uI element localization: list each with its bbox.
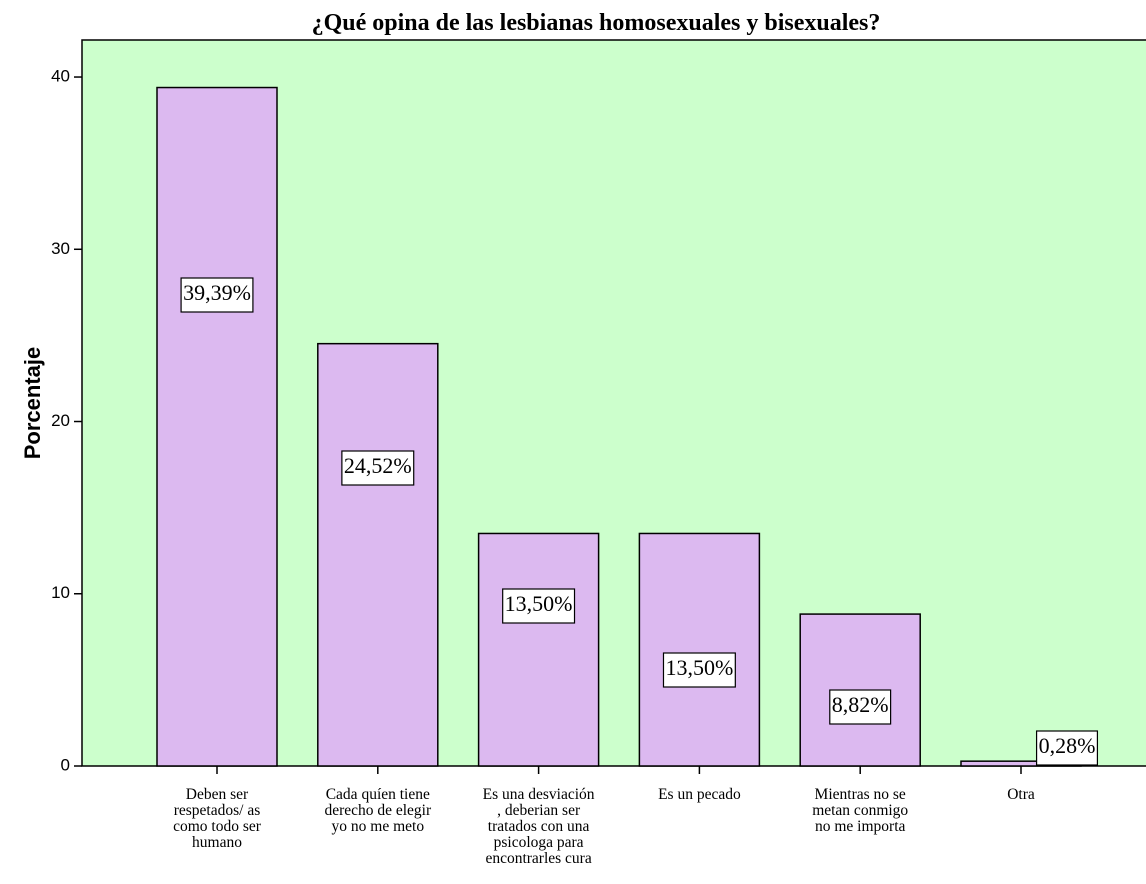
- bar: [799, 613, 921, 767]
- value-label: 13,50%: [502, 588, 576, 624]
- x-tick-label: Deben ser respetados/ as como todo ser h…: [173, 786, 261, 851]
- bar: [638, 532, 761, 767]
- value-label-text: 24,52%: [344, 453, 412, 478]
- value-label-text: 0,28%: [1039, 733, 1096, 758]
- x-tick-label: Cada quíen tiene derecho de elegir yo no…: [324, 786, 432, 835]
- value-label-box: [341, 450, 415, 486]
- value-label-box: [1035, 730, 1099, 766]
- value-label: 13,50%: [662, 652, 736, 688]
- chart-title: ¿Qué opina de las lesbianas homosexuales…: [312, 10, 881, 36]
- y-tick-label: 10: [51, 583, 70, 602]
- y-tick-label: 30: [51, 239, 70, 258]
- x-tick-label: Otra: [1007, 786, 1035, 803]
- value-label-box: [180, 277, 254, 313]
- bar: [317, 342, 439, 767]
- y-axis-title: Porcentaje: [20, 347, 45, 460]
- y-tick-label: 0: [61, 755, 70, 774]
- value-label: 39,39%: [180, 277, 254, 313]
- value-label-box: [502, 588, 576, 624]
- x-tick-label: Mientras no se metan conmigo no me impor…: [812, 786, 909, 835]
- value-label: 8,82%: [829, 689, 892, 725]
- x-tick-label: Es una desviación , deberian ser tratado…: [482, 786, 595, 867]
- value-label: 0,28%: [1035, 730, 1099, 766]
- y-tick-label: 40: [51, 67, 70, 86]
- value-label-text: 8,82%: [832, 692, 889, 717]
- value-label: 24,52%: [341, 450, 415, 486]
- value-label-box: [662, 652, 736, 688]
- value-label-box: [829, 689, 892, 725]
- bar: [156, 86, 278, 767]
- value-label-text: 39,39%: [183, 280, 251, 305]
- x-tick-label: Es un pecado: [658, 786, 741, 803]
- bar: [477, 532, 600, 767]
- y-tick-label: 20: [51, 411, 70, 430]
- value-label-text: 13,50%: [665, 655, 733, 680]
- value-label-text: 13,50%: [505, 591, 573, 616]
